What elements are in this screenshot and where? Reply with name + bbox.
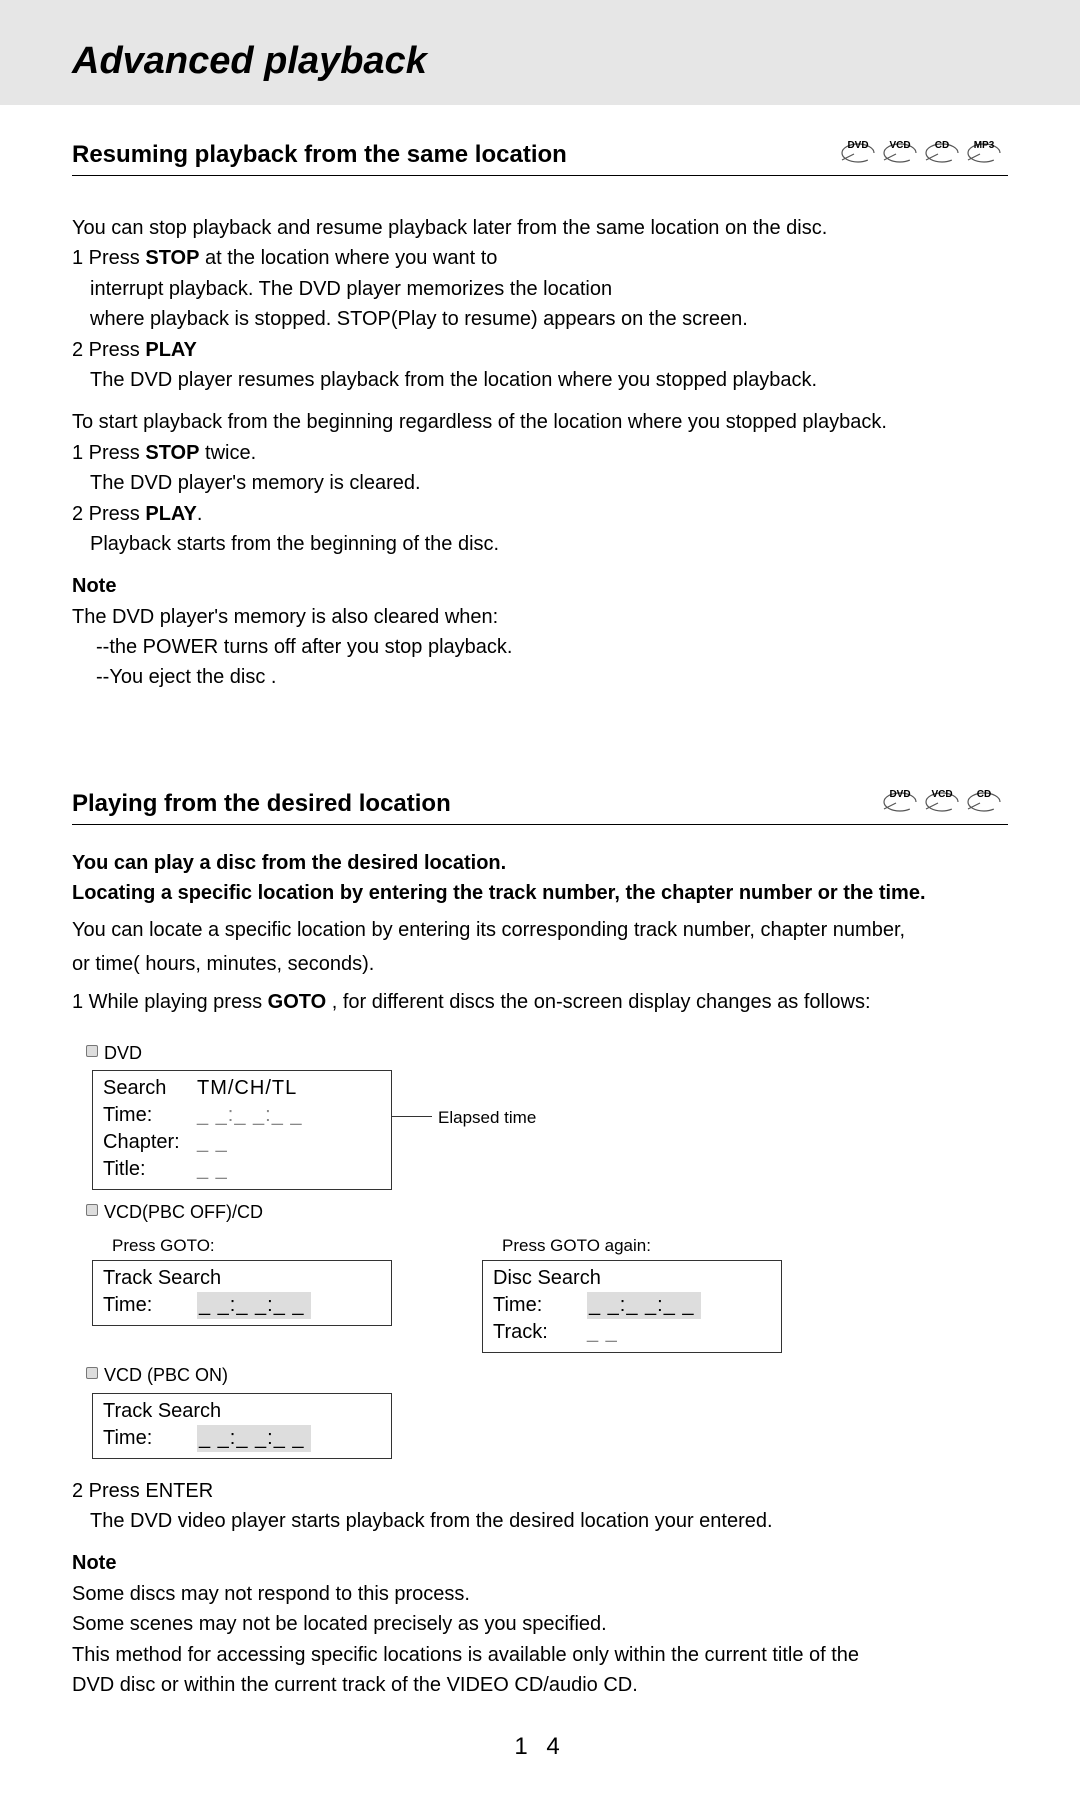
- s2-note-b: Some scenes may not be located precisely…: [72, 1610, 1008, 1638]
- s1-rstep2a: 2 Press PLAY.: [72, 500, 1008, 528]
- s1-rstep2b: Playback starts from the beginning of th…: [72, 530, 1008, 558]
- s2-note-a: Some discs may not respond to this proce…: [72, 1580, 1008, 1608]
- s2-note-d: DVD disc or within the current track of …: [72, 1671, 1008, 1699]
- s1-note-a: The DVD player's memory is also cleared …: [72, 603, 1008, 631]
- page-header: Advanced playback: [0, 0, 1080, 105]
- s1-step2a: 2 Press PLAY: [72, 336, 1008, 364]
- disc-icon-label: VCD: [931, 789, 952, 800]
- s1-note-label: Note: [72, 572, 1008, 600]
- s1-rstep1b: The DVD player's memory is cleared.: [72, 469, 1008, 497]
- osd-goto2-label: Press GOTO again:: [502, 1234, 782, 1258]
- disc-icon-label: MP3: [974, 140, 995, 151]
- s2-intro-a: You can play a disc from the desired loc…: [72, 849, 1008, 877]
- s2-step2a: 2 Press ENTER: [72, 1477, 1008, 1505]
- section2-header: Playing from the desired location DVD VCD…: [72, 790, 1008, 825]
- osd-dvd-label: DVD: [72, 1041, 1008, 1067]
- s1-note-b: --the POWER turns off after you stop pla…: [72, 633, 1008, 661]
- osd-area: DVD SearchTM/CH/TL Time:_ _:_ _:_ _ Chap…: [72, 1041, 1008, 1459]
- disc-icon-label: DVD: [889, 789, 910, 800]
- disc-icon-label: CD: [935, 140, 949, 151]
- s2-step2b: The DVD video player starts playback fro…: [72, 1507, 1008, 1535]
- disc-icon: VCD: [924, 791, 960, 818]
- section2-body: You can play a disc from the desired loc…: [72, 849, 1008, 1699]
- disc-icon: DVD: [882, 791, 918, 818]
- osd-track-box-1: Track Search Time:_ _:_ _:_ _: [92, 1260, 392, 1326]
- disc-icon-label: CD: [977, 789, 991, 800]
- s2-step1: 1 While playing press GOTO , for differe…: [72, 988, 1008, 1016]
- disc-icon: VCD: [882, 142, 918, 169]
- osd-vcdon-label: VCD (PBC ON): [72, 1363, 1008, 1389]
- disc-icon-label: VCD: [889, 140, 910, 151]
- osd-track-box-2: Track Search Time:_ _:_ _:_ _: [92, 1393, 392, 1459]
- disc-icon: DVD: [840, 142, 876, 169]
- page-number: 1 4: [72, 1733, 1008, 1761]
- s2-para-a: You can locate a specific location by en…: [72, 916, 1008, 944]
- s2-intro-b: Locating a specific location by entering…: [72, 879, 1008, 907]
- s1-step2b: The DVD player resumes playback from the…: [72, 366, 1008, 394]
- disc-icon: MP3: [966, 142, 1002, 169]
- s1-note-c: --You eject the disc .: [72, 663, 1008, 691]
- section1-header: Resuming playback from the same location…: [72, 141, 1008, 176]
- main-title: Advanced playback: [72, 40, 1080, 83]
- section2-title: Playing from the desired location: [72, 790, 451, 818]
- s1-rstep1a: 1 Press STOP twice.: [72, 439, 1008, 467]
- osd-dvd-box: SearchTM/CH/TL Time:_ _:_ _:_ _ Chapter:…: [92, 1070, 392, 1190]
- osd-vcdoff-label: VCD(PBC OFF)/CD: [72, 1200, 1008, 1226]
- osd-elapsed-label: Elapsed time: [438, 1106, 536, 1130]
- s2-para-b: or time( hours, minutes, seconds).: [72, 950, 1008, 978]
- section1-title: Resuming playback from the same location: [72, 141, 567, 169]
- s2-note-c: This method for accessing specific locat…: [72, 1641, 1008, 1669]
- section2-disc-icons: DVD VCD CD: [882, 791, 1008, 818]
- s2-note-label: Note: [72, 1549, 1008, 1577]
- disc-icon-label: DVD: [847, 140, 868, 151]
- osd-goto1-label: Press GOTO:: [112, 1234, 392, 1258]
- s1-restart-intro: To start playback from the beginning reg…: [72, 408, 1008, 436]
- s1-step1b: interrupt playback. The DVD player memor…: [72, 275, 1008, 303]
- s1-step1a: 1 Press STOP at the location where you w…: [72, 244, 1008, 272]
- s1-step1c: where playback is stopped. STOP(Play to …: [72, 305, 1008, 333]
- osd-connector-line: [392, 1116, 432, 1117]
- disc-icon: CD: [924, 142, 960, 169]
- osd-disc-box: Disc Search Time:_ _:_ _:_ _ Track:_ _: [482, 1260, 782, 1353]
- section1-disc-icons: DVD VCD CD MP3: [840, 142, 1008, 169]
- s1-intro: You can stop playback and resume playbac…: [72, 214, 1008, 242]
- section1-body: You can stop playback and resume playbac…: [72, 214, 1008, 692]
- disc-icon: CD: [966, 791, 1002, 818]
